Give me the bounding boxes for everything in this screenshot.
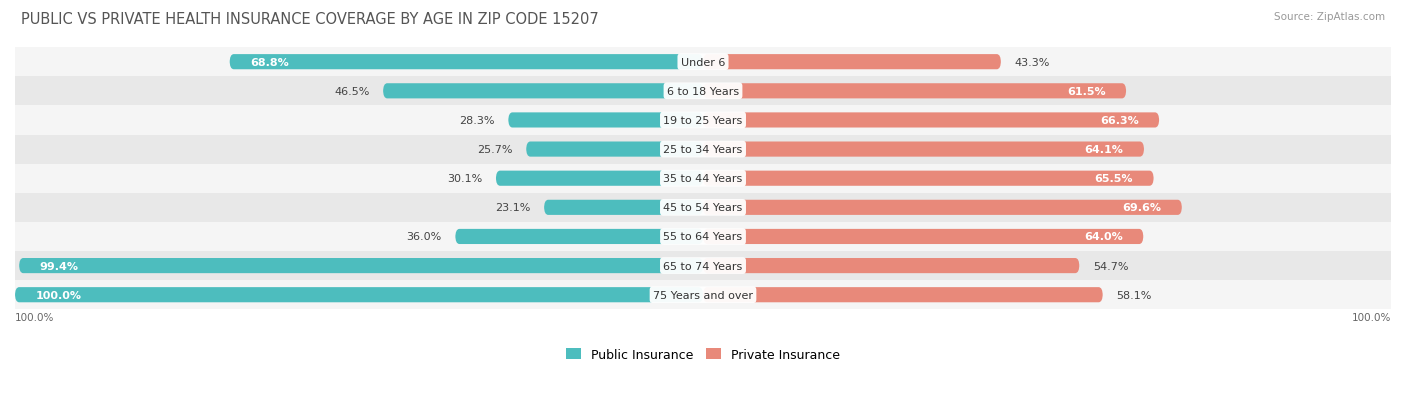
- Text: 68.8%: 68.8%: [250, 57, 290, 67]
- Text: Under 6: Under 6: [681, 57, 725, 67]
- FancyBboxPatch shape: [526, 142, 703, 157]
- FancyBboxPatch shape: [20, 259, 703, 273]
- Text: 64.1%: 64.1%: [1084, 145, 1123, 155]
- FancyBboxPatch shape: [703, 287, 1102, 303]
- FancyBboxPatch shape: [703, 142, 1144, 157]
- Text: 28.3%: 28.3%: [458, 116, 495, 126]
- Bar: [15, 48, 1391, 77]
- Text: 100.0%: 100.0%: [1351, 312, 1391, 322]
- FancyBboxPatch shape: [456, 229, 703, 244]
- FancyBboxPatch shape: [703, 84, 1126, 99]
- FancyBboxPatch shape: [496, 171, 703, 186]
- Text: 6 to 18 Years: 6 to 18 Years: [666, 87, 740, 97]
- FancyBboxPatch shape: [544, 200, 703, 216]
- FancyBboxPatch shape: [703, 200, 1182, 216]
- Text: Source: ZipAtlas.com: Source: ZipAtlas.com: [1274, 12, 1385, 22]
- FancyBboxPatch shape: [509, 113, 703, 128]
- Text: 99.4%: 99.4%: [39, 261, 79, 271]
- Bar: [15, 77, 1391, 106]
- Text: 35 to 44 Years: 35 to 44 Years: [664, 174, 742, 184]
- Text: 100.0%: 100.0%: [15, 312, 55, 322]
- Text: 69.6%: 69.6%: [1122, 203, 1161, 213]
- Text: 23.1%: 23.1%: [495, 203, 530, 213]
- Text: 55 to 64 Years: 55 to 64 Years: [664, 232, 742, 242]
- Bar: [15, 135, 1391, 164]
- FancyBboxPatch shape: [703, 113, 1159, 128]
- Bar: [15, 222, 1391, 252]
- Text: 65 to 74 Years: 65 to 74 Years: [664, 261, 742, 271]
- Text: 46.5%: 46.5%: [335, 87, 370, 97]
- FancyBboxPatch shape: [703, 55, 1001, 70]
- FancyBboxPatch shape: [703, 229, 1143, 244]
- Text: 19 to 25 Years: 19 to 25 Years: [664, 116, 742, 126]
- FancyBboxPatch shape: [382, 84, 703, 99]
- Text: 54.7%: 54.7%: [1092, 261, 1129, 271]
- Legend: Public Insurance, Private Insurance: Public Insurance, Private Insurance: [567, 348, 839, 361]
- Text: 100.0%: 100.0%: [35, 290, 82, 300]
- FancyBboxPatch shape: [703, 259, 1080, 273]
- Bar: [15, 252, 1391, 280]
- Text: 66.3%: 66.3%: [1099, 116, 1139, 126]
- FancyBboxPatch shape: [703, 171, 1154, 186]
- Text: 30.1%: 30.1%: [447, 174, 482, 184]
- FancyBboxPatch shape: [15, 287, 703, 303]
- Bar: [15, 193, 1391, 222]
- Text: 75 Years and over: 75 Years and over: [652, 290, 754, 300]
- Text: 43.3%: 43.3%: [1015, 57, 1050, 67]
- Bar: [15, 106, 1391, 135]
- Text: 25.7%: 25.7%: [477, 145, 512, 155]
- Bar: [15, 280, 1391, 309]
- Text: PUBLIC VS PRIVATE HEALTH INSURANCE COVERAGE BY AGE IN ZIP CODE 15207: PUBLIC VS PRIVATE HEALTH INSURANCE COVER…: [21, 12, 599, 27]
- Text: 61.5%: 61.5%: [1067, 87, 1105, 97]
- Bar: [15, 164, 1391, 193]
- Text: 65.5%: 65.5%: [1094, 174, 1133, 184]
- FancyBboxPatch shape: [229, 55, 703, 70]
- Text: 36.0%: 36.0%: [406, 232, 441, 242]
- Text: 25 to 34 Years: 25 to 34 Years: [664, 145, 742, 155]
- Text: 64.0%: 64.0%: [1084, 232, 1122, 242]
- Text: 58.1%: 58.1%: [1116, 290, 1152, 300]
- Text: 45 to 54 Years: 45 to 54 Years: [664, 203, 742, 213]
